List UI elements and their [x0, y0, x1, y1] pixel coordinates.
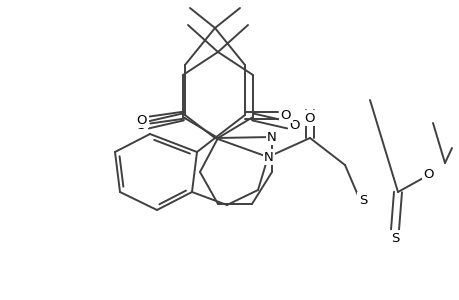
Text: O: O [304, 112, 314, 124]
Text: S: S [358, 194, 366, 206]
Text: O: O [136, 113, 147, 127]
Text: O: O [280, 109, 291, 122]
Text: S: S [390, 232, 398, 244]
Text: O: O [423, 169, 433, 182]
Text: O: O [135, 118, 146, 131]
Text: O: O [289, 118, 300, 131]
Text: N: N [267, 130, 276, 143]
Text: N: N [263, 151, 273, 164]
